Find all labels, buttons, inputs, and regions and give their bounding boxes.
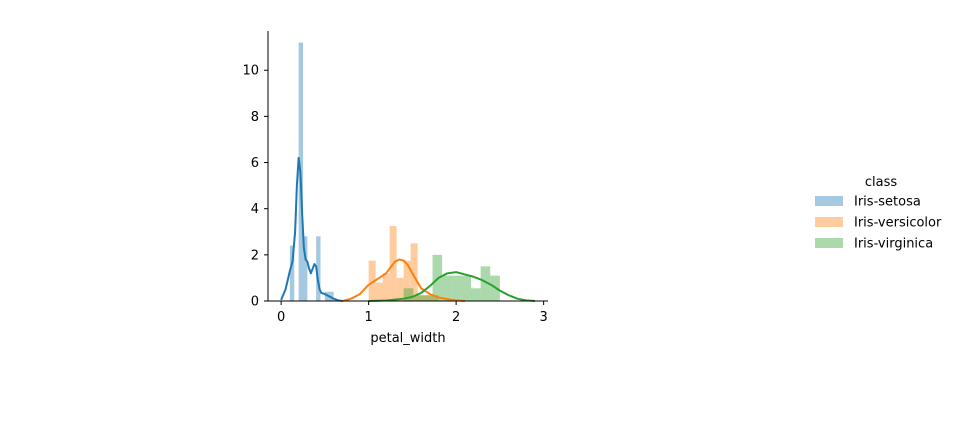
y-tick-label: 8	[251, 110, 259, 125]
y-tick-label: 6	[251, 156, 259, 171]
axes: 0 2 4 6 8 10 0 1 2 3	[242, 31, 548, 325]
kde-line-0	[280, 156, 343, 302]
hist-bar-1-7	[417, 295, 425, 301]
kde-curves	[280, 156, 535, 302]
hist-bar-1-5	[403, 260, 411, 301]
hist-bar-2-0	[403, 288, 414, 301]
hist-bar-1-1	[375, 282, 383, 301]
hist-bar-1-4	[396, 277, 404, 301]
legend: class Iris-setosa Iris-versicolor Iris-vir…	[815, 175, 942, 252]
hist-bar-2-7	[471, 288, 481, 301]
legend-label-1: Iris-versicolor	[854, 216, 942, 231]
hist-bar-0-0	[289, 245, 295, 301]
hist-bar-2-8	[480, 266, 491, 301]
hist-bar-1-9	[431, 295, 439, 301]
hist-bar-0-9	[329, 291, 334, 301]
hist-bar-2-4	[442, 275, 452, 301]
hist-bar-2-6	[461, 275, 472, 301]
legend-title: class	[865, 175, 897, 190]
hist-bar-0-8	[324, 291, 330, 301]
legend-swatch-2	[815, 238, 843, 248]
hist-bar-1-0	[368, 260, 376, 301]
legend-swatch-0	[815, 196, 843, 206]
x-axis-label: petal_width	[370, 331, 445, 346]
y-tick-label: 2	[251, 248, 259, 263]
kde-line-1	[342, 258, 465, 302]
y-tick-label: 10	[242, 64, 259, 79]
kde-line-2	[368, 271, 535, 302]
x-tick-label: 2	[452, 310, 460, 325]
x-tick-label: 0	[277, 310, 285, 325]
legend-label-0: Iris-setosa	[854, 195, 921, 210]
hist-bar-2-5	[451, 275, 462, 301]
x-tick-label: 1	[364, 310, 372, 325]
hist-bar-2-2	[422, 295, 433, 301]
hist-bar-1-2	[382, 273, 390, 301]
hist-bar-0-6	[316, 236, 321, 301]
y-tick-label: 0	[251, 295, 259, 310]
hist-bar-0-3	[303, 236, 308, 301]
legend-label-2: Iris-virginica	[854, 237, 933, 252]
hist-bar-2-1	[413, 295, 423, 301]
hist-bar-1-8	[424, 295, 432, 301]
legend-swatch-1	[815, 217, 843, 227]
y-tick-label: 4	[251, 202, 259, 217]
hist-bar-1-6	[410, 243, 418, 301]
x-tick-label: 3	[539, 310, 547, 325]
